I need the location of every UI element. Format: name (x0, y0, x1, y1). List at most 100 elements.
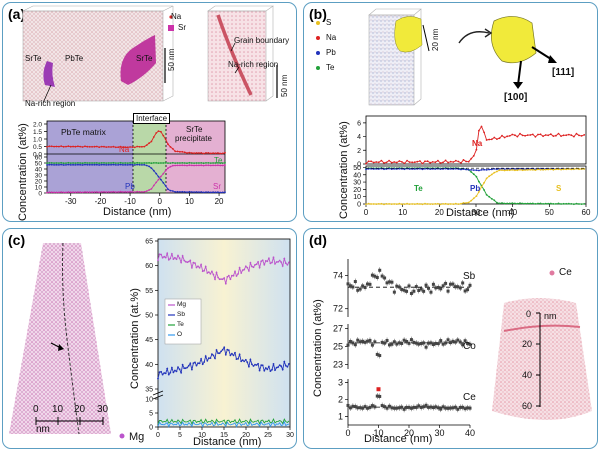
point-sb (458, 286, 462, 290)
zoom-arrow (458, 31, 490, 44)
point-sb (409, 291, 413, 295)
point-co (390, 342, 394, 346)
panel-c: (c) 0 5 10 15 20 25 30 0 5 10 35 40 45 50 55 60 65 Mg (2, 228, 297, 449)
y-tick-label-bottom: 40 (35, 167, 43, 174)
legend-box (164, 298, 202, 345)
label-interface: Interface (133, 113, 171, 124)
x-axis-label-d: Distance (nm) (364, 433, 433, 445)
y-tick-label-bottom: 20 (353, 187, 361, 194)
point-sb (387, 280, 391, 284)
y-tick-label: 1 (338, 411, 343, 421)
y-tick-label-top: 2.0 (33, 122, 42, 129)
point-sb (417, 288, 421, 292)
point-sb (427, 286, 431, 290)
y-tick-label-bottom: 40 (353, 172, 361, 179)
label-srte-right: SrTe (136, 54, 153, 63)
series-mg-line (157, 251, 290, 284)
point-ce (451, 406, 455, 410)
series-label-na: Na (472, 139, 483, 148)
point-ce (414, 405, 418, 409)
point-co (448, 341, 452, 345)
scale-bar-label-2: 50 nm (280, 74, 289, 97)
point-ce (397, 406, 401, 410)
axis-break (152, 390, 164, 400)
y-tick-label-top: 1.0 (33, 137, 42, 144)
point-sb (378, 268, 382, 272)
point-sb (405, 289, 409, 293)
point-co (417, 342, 421, 346)
x-tick-label: 10 (398, 208, 407, 217)
legend-mg: Mg (177, 301, 187, 308)
grain-boundary-streak (216, 14, 253, 96)
point-ce (348, 406, 352, 410)
y-tick-label-bottom: 10 (353, 194, 361, 201)
point-sb (466, 288, 470, 292)
point-ce (361, 406, 365, 410)
point-ce (390, 406, 394, 410)
point-ce (380, 404, 384, 408)
x-tick-label: 0 (345, 428, 350, 438)
point-sb (358, 287, 362, 291)
x-axis-label-b: Distance (nm) (446, 207, 515, 219)
point-sb (431, 282, 435, 286)
panel-label: (b) (309, 6, 327, 22)
point-ce (353, 405, 357, 409)
x-tick-label: 20 (404, 428, 414, 438)
point-co (400, 341, 404, 345)
point-co (412, 340, 416, 344)
point-ce (431, 406, 435, 410)
x-tick-label: 0 (156, 432, 160, 439)
point-sb (373, 274, 377, 278)
point-ce (368, 405, 372, 409)
point-sb (356, 288, 360, 292)
x-tick-label: 10 (198, 432, 206, 439)
point-co (358, 340, 362, 344)
y-tick-label: 2 (338, 394, 343, 404)
y-tick-label: 60 (145, 263, 153, 270)
panel-a-figure: -30 -20 -10 0 10 200.00.51.01.52.001020304050… (22, 5, 278, 206)
y-tick-label-bottom: 0 (38, 191, 42, 198)
point-sb (446, 289, 450, 293)
ruler-tick-30: 30 (97, 404, 109, 415)
label-precipitate-2: precipitate (175, 134, 212, 143)
y-tick-label-top: 0.0 (33, 152, 42, 159)
point-sb (400, 287, 404, 291)
y-tick-label-top: 6 (357, 120, 361, 127)
apt-reconstruction-b (368, 8, 557, 106)
legend-sb: Sb (177, 311, 185, 318)
y-tick-label: 65 (145, 239, 153, 246)
x-tick-label: -30 (65, 197, 77, 206)
label-na-rich-region-2: Na-rich region (228, 60, 279, 69)
ruler-unit: nm (544, 311, 557, 321)
point-ce (468, 406, 472, 410)
x-tick-label: 0 (364, 208, 369, 217)
point-co (368, 338, 372, 342)
point-co (397, 341, 401, 345)
point-co (466, 342, 470, 346)
x-tick-label: 60 (582, 208, 591, 217)
legend-b (316, 21, 320, 70)
point-co (458, 340, 462, 344)
y-tick-label: 74 (333, 271, 343, 281)
point-ce (395, 406, 399, 410)
point-ce (405, 405, 409, 409)
point-ce (439, 407, 443, 411)
point-ce (458, 405, 462, 409)
legend-te: Te (177, 321, 184, 328)
point-sb (424, 283, 428, 287)
series-label-te: Te (214, 156, 223, 165)
y-tick-label: 72 (333, 304, 343, 314)
panel-d: (d) 0 10 20 30 40 74 72 27 25 23 3 2 1 Ce 0 nm 20 40… (303, 228, 598, 449)
y-tick-label: 40 (145, 362, 153, 369)
scale-bar-label: 20 nm (431, 28, 440, 51)
panel-label: (c) (8, 232, 26, 248)
y-tick-label: 27 (333, 324, 343, 334)
apt-reconstruction-c (9, 243, 111, 434)
point-sb (414, 285, 418, 289)
y-tick-label-bottom: 30 (353, 180, 361, 187)
legend-s: S (326, 18, 332, 27)
legend-o: O (177, 331, 183, 338)
point-sb (441, 284, 445, 288)
point-co (392, 340, 396, 344)
